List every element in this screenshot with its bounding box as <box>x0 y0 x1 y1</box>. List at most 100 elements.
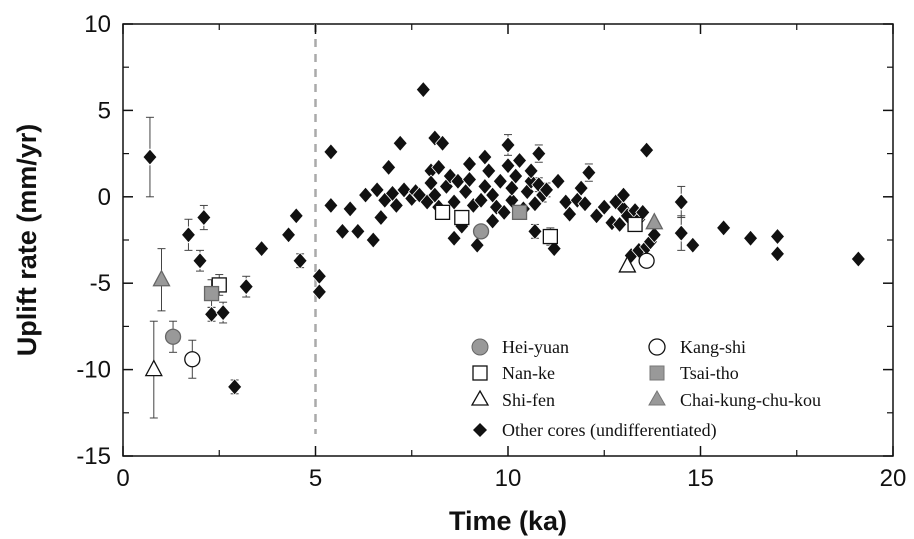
legend-item-chai-kung-chu-kou: Chai-kung-chu-kou <box>648 389 821 410</box>
point-other-cores-undifferentiated <box>450 172 466 190</box>
point-other-cores-undifferentiated <box>254 240 270 258</box>
legend-marker-shi-fen <box>470 389 490 406</box>
point-other-cores-undifferentiated <box>342 200 358 218</box>
y-tick-label: 5 <box>98 97 111 124</box>
point-other-cores-undifferentiated <box>612 215 628 234</box>
x-axis-title: Time (ka) <box>449 506 567 536</box>
point-shi-fen <box>618 255 637 273</box>
legend-marker-kang-shi <box>648 338 666 356</box>
x-tick-label: 5 <box>309 465 322 492</box>
y-tick-label: -5 <box>90 270 111 297</box>
legend-label-other-cores: Other cores (undifferentiated) <box>502 420 717 441</box>
point-kang-shi <box>638 252 655 269</box>
point-other-cores-undifferentiated <box>180 226 196 244</box>
legend-label-shi-fen: Shi-fen <box>502 390 555 410</box>
point-nan-ke <box>454 209 470 226</box>
point-other-cores-undifferentiated <box>596 198 612 216</box>
legend-marker-tsai-tho <box>649 365 665 381</box>
legend-item-kang-shi: Kang-shi <box>648 337 746 357</box>
point-other-cores-undifferentiated <box>685 236 701 254</box>
y-tick-label: 0 <box>98 184 111 211</box>
point-other-cores-undifferentiated <box>358 186 374 204</box>
x-tick-label: 0 <box>116 465 129 492</box>
point-hei-yuan <box>164 328 182 345</box>
legend-marker-chai-kung-chu-kou <box>648 389 666 406</box>
point-other-cores-undifferentiated <box>334 222 350 240</box>
y-tick-label: -15 <box>76 443 111 470</box>
point-other-cores-undifferentiated <box>562 205 578 223</box>
point-other-cores-undifferentiated <box>512 151 528 170</box>
point-other-cores-undifferentiated <box>546 240 562 258</box>
point-other-cores-undifferentiated <box>615 186 632 204</box>
point-other-cores-undifferentiated <box>527 222 543 240</box>
point-other-cores-undifferentiated <box>496 203 512 221</box>
point-tsai-tho <box>511 204 528 221</box>
point-other-cores-undifferentiated <box>743 229 759 247</box>
point-other-cores-undifferentiated <box>646 226 662 244</box>
legend-marker-other-cores <box>473 423 487 437</box>
point-other-cores-undifferentiated <box>673 193 689 211</box>
legend-label-nan-ke: Nan-ke <box>502 363 555 383</box>
x-tick-label: 15 <box>687 465 714 492</box>
point-other-cores-undifferentiated <box>446 229 462 247</box>
point-other-cores-undifferentiated <box>508 167 524 185</box>
point-other-cores-undifferentiated <box>492 172 508 190</box>
legend-item-shi-fen: Shi-fen <box>470 389 555 410</box>
point-other-cores-undifferentiated <box>204 305 220 323</box>
point-other-cores-undifferentiated <box>392 134 408 152</box>
point-other-cores-undifferentiated <box>477 148 493 166</box>
point-other-cores-undifferentiated <box>238 278 254 296</box>
point-other-cores-undifferentiated <box>373 208 389 227</box>
legend-label-kang-shi: Kang-shi <box>680 337 746 357</box>
point-other-cores-undifferentiated <box>500 157 516 175</box>
point-other-cores-undifferentiated <box>473 191 489 209</box>
legend-item-tsai-tho: Tsai-tho <box>649 363 739 383</box>
point-other-cores-undifferentiated <box>716 219 732 237</box>
x-tick-label: 10 <box>495 465 522 492</box>
point-other-cores-undifferentiated <box>288 207 304 225</box>
point-other-cores-undifferentiated <box>311 283 327 301</box>
point-other-cores-undifferentiated <box>446 193 462 211</box>
point-nan-ke <box>627 216 643 233</box>
point-other-cores-undifferentiated <box>531 144 547 163</box>
point-other-cores-undifferentiated <box>500 136 516 154</box>
point-other-cores-undifferentiated <box>523 162 539 180</box>
legend-item-hei-yuan: Hei-yuan <box>471 337 569 357</box>
point-hei-yuan <box>472 223 490 240</box>
point-other-cores-undifferentiated <box>538 181 555 199</box>
point-other-cores-undifferentiated <box>673 224 689 242</box>
point-other-cores-undifferentiated <box>461 170 478 189</box>
point-other-cores-undifferentiated <box>215 303 231 322</box>
point-tsai-tho <box>203 285 220 302</box>
point-other-cores-undifferentiated <box>192 252 208 270</box>
point-chai-kung-chu-kou <box>645 212 664 230</box>
legend-marker-hei-yuan <box>471 338 489 356</box>
point-other-cores-undifferentiated <box>323 196 339 215</box>
point-other-cores-undifferentiated <box>435 134 451 152</box>
point-other-cores-undifferentiated <box>461 155 478 173</box>
point-other-cores-undifferentiated <box>485 212 501 230</box>
point-nan-ke <box>542 228 558 245</box>
point-other-cores-undifferentiated <box>469 236 485 254</box>
point-other-cores-undifferentiated <box>527 195 543 213</box>
legend-label-tsai-tho: Tsai-tho <box>680 363 739 383</box>
legend-item-other-cores: Other cores (undifferentiated) <box>473 420 717 441</box>
point-other-cores-undifferentiated <box>581 164 597 182</box>
point-other-cores-undifferentiated <box>550 172 566 190</box>
point-other-cores-undifferentiated <box>769 245 786 263</box>
point-other-cores-undifferentiated <box>577 195 593 213</box>
point-chai-kung-chu-kou <box>152 269 171 287</box>
legend-label-hei-yuan: Hei-yuan <box>502 337 569 357</box>
legend: Hei-yuan Kang-shi Nan-ke Tsai-tho Shi-fe… <box>470 337 821 441</box>
point-other-cores-undifferentiated <box>431 158 447 177</box>
point-other-cores-undifferentiated <box>196 208 212 227</box>
point-other-cores-undifferentiated <box>635 203 651 221</box>
point-other-cores-undifferentiated <box>504 191 520 209</box>
legend-label-chai-kung-chu-kou: Chai-kung-chu-kou <box>680 390 821 410</box>
point-other-cores-undifferentiated <box>481 162 497 180</box>
legend-item-nan-ke: Nan-ke <box>472 363 555 383</box>
point-other-cores-undifferentiated <box>639 141 655 159</box>
point-other-cores-undifferentiated <box>365 231 381 249</box>
error-bars <box>145 116 686 419</box>
